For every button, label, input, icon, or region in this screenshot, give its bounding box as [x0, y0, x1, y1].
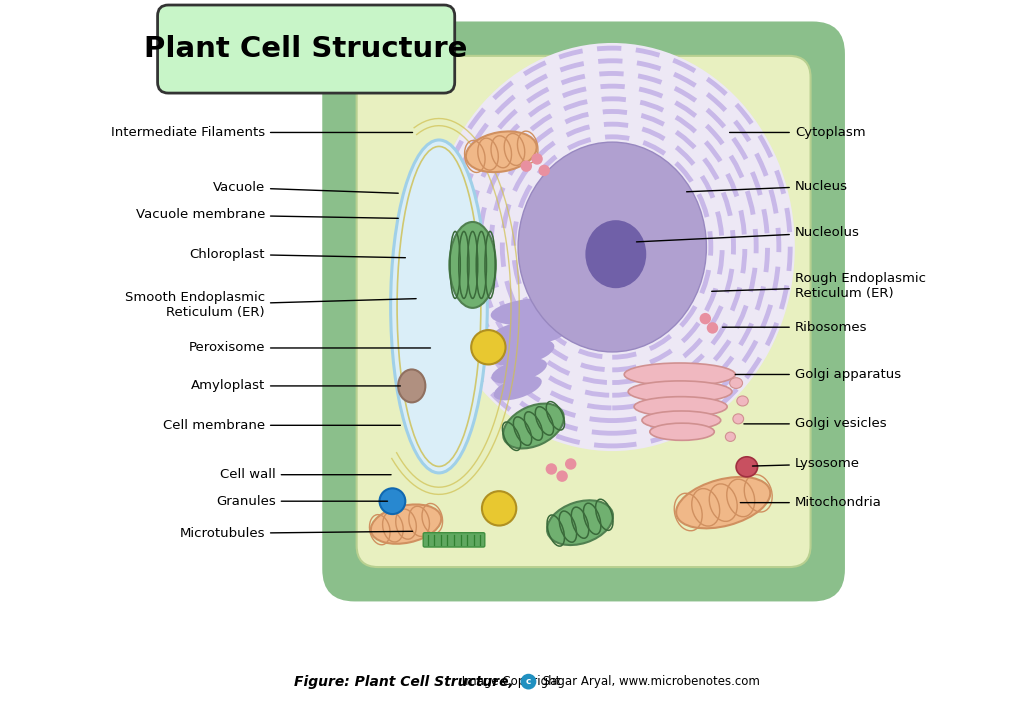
Ellipse shape: [390, 140, 487, 473]
FancyBboxPatch shape: [423, 533, 484, 547]
Ellipse shape: [492, 358, 547, 384]
FancyBboxPatch shape: [323, 21, 845, 601]
FancyBboxPatch shape: [356, 56, 811, 567]
Ellipse shape: [466, 132, 537, 172]
Ellipse shape: [737, 396, 749, 406]
Text: Golgi apparatus: Golgi apparatus: [735, 368, 901, 381]
Circle shape: [546, 463, 557, 475]
Ellipse shape: [642, 411, 721, 430]
Text: Intermediate Filaments: Intermediate Filaments: [111, 126, 413, 139]
Text: Peroxisome: Peroxisome: [188, 342, 430, 354]
Text: Microtubules: Microtubules: [179, 527, 413, 540]
Ellipse shape: [494, 376, 542, 400]
Ellipse shape: [371, 505, 441, 543]
Text: Chloroplast: Chloroplast: [189, 248, 406, 261]
Circle shape: [707, 322, 718, 334]
Ellipse shape: [730, 378, 742, 389]
Text: Lysosome: Lysosome: [753, 458, 860, 470]
Ellipse shape: [625, 363, 735, 386]
Ellipse shape: [547, 500, 613, 545]
Ellipse shape: [733, 414, 743, 424]
Text: c: c: [525, 677, 531, 686]
FancyBboxPatch shape: [158, 5, 455, 93]
Text: Nucleus: Nucleus: [687, 180, 848, 193]
Ellipse shape: [430, 43, 795, 451]
Text: Golgi vesicles: Golgi vesicles: [743, 417, 887, 430]
Circle shape: [380, 488, 406, 514]
Ellipse shape: [492, 339, 554, 366]
Ellipse shape: [398, 369, 425, 402]
Circle shape: [482, 491, 516, 526]
Ellipse shape: [650, 423, 715, 440]
Circle shape: [520, 674, 537, 690]
Text: Cell membrane: Cell membrane: [163, 419, 400, 432]
Ellipse shape: [521, 145, 703, 349]
Ellipse shape: [490, 297, 584, 326]
Text: Mitochondria: Mitochondria: [740, 496, 882, 509]
Ellipse shape: [736, 457, 758, 477]
Text: Granules: Granules: [216, 495, 387, 508]
Ellipse shape: [503, 404, 564, 448]
Text: Plant Cell Structure: Plant Cell Structure: [144, 34, 468, 63]
Text: Cytoplasm: Cytoplasm: [729, 126, 865, 139]
Text: Ribosomes: Ribosomes: [722, 321, 867, 334]
Text: Sagar Aryal, www.microbenotes.com: Sagar Aryal, www.microbenotes.com: [540, 675, 760, 688]
Circle shape: [556, 470, 568, 482]
Text: Figure: Plant Cell Structure,: Figure: Plant Cell Structure,: [294, 674, 513, 689]
Ellipse shape: [518, 142, 707, 352]
Text: Vacuole membrane: Vacuole membrane: [135, 208, 398, 221]
Circle shape: [699, 313, 711, 324]
Circle shape: [531, 153, 543, 165]
Ellipse shape: [490, 319, 569, 347]
Text: Vacuole: Vacuole: [213, 181, 398, 194]
Ellipse shape: [586, 221, 646, 288]
Circle shape: [565, 458, 577, 470]
Text: Nucleolus: Nucleolus: [637, 226, 860, 242]
Ellipse shape: [634, 397, 727, 417]
Circle shape: [520, 160, 532, 172]
Text: Amyloplast: Amyloplast: [190, 379, 400, 392]
Ellipse shape: [628, 381, 732, 402]
Ellipse shape: [450, 222, 496, 308]
Text: Image Copyright: Image Copyright: [459, 675, 564, 688]
Ellipse shape: [676, 477, 770, 528]
Text: Cell wall: Cell wall: [220, 468, 391, 481]
Circle shape: [539, 165, 550, 176]
Ellipse shape: [725, 432, 735, 441]
Text: Rough Endoplasmic
Reticulum (ER): Rough Endoplasmic Reticulum (ER): [712, 272, 926, 301]
Circle shape: [471, 330, 506, 364]
Text: Smooth Endoplasmic
Reticulum (ER): Smooth Endoplasmic Reticulum (ER): [125, 291, 416, 319]
